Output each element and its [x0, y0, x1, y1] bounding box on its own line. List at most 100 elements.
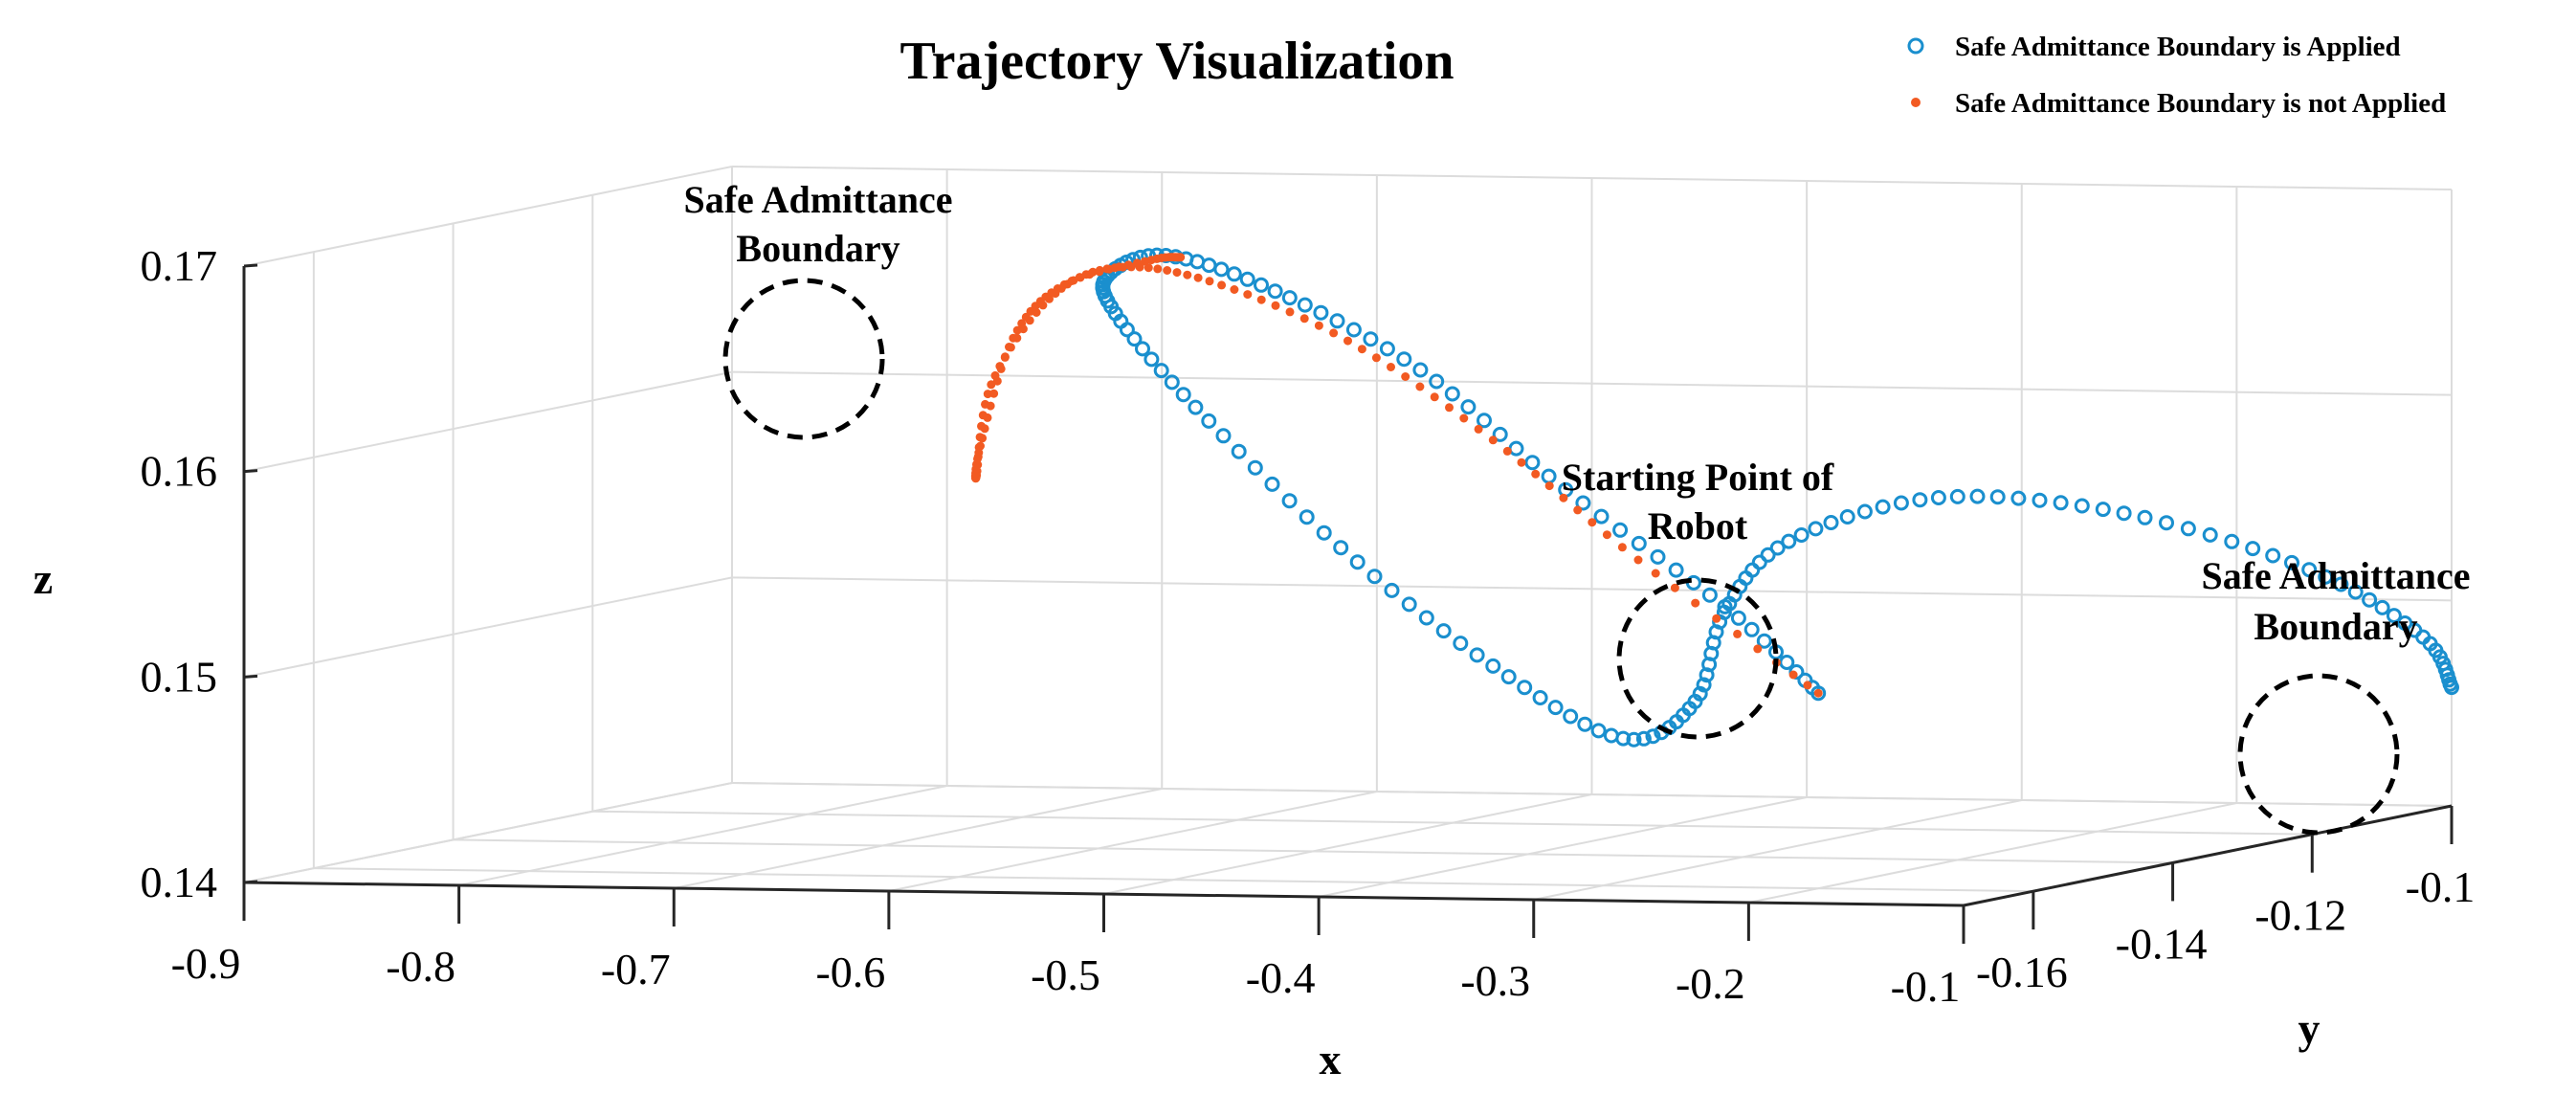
x-tick-label: -0.4: [1246, 953, 1316, 1002]
not-applied-point: [1573, 505, 1583, 515]
axes: [242, 263, 2454, 944]
not-applied-point: [1329, 328, 1339, 338]
grid-line-floor-y: [453, 838, 2173, 864]
not-applied-point: [1183, 270, 1192, 279]
not-applied-point: [1012, 325, 1022, 335]
not-applied-point: [986, 401, 995, 411]
not-applied-point: [1217, 280, 1227, 290]
applied-point: [1477, 413, 1492, 429]
legend: Safe Admittance Boundary is Applied Safe…: [1907, 32, 2446, 119]
applied-point: [1532, 690, 1548, 705]
applied-point: [1401, 596, 1417, 613]
not-applied-point: [976, 441, 985, 451]
not-applied-point: [1488, 435, 1498, 445]
applied-point: [1563, 708, 1579, 725]
z-tick-label: 0.16: [141, 447, 218, 496]
applied-point: [1313, 304, 1329, 321]
applied-point: [2444, 680, 2459, 696]
applied-point: [1254, 277, 1269, 293]
applied-point: [1793, 527, 1810, 543]
not-applied-point: [1059, 279, 1069, 289]
annotation-circle: [1616, 577, 1779, 740]
applied-point: [1215, 428, 1232, 444]
not-applied-point: [1256, 295, 1266, 304]
not-applied-point: [1753, 644, 1763, 654]
applied-point: [1875, 499, 1891, 515]
not-applied-point: [1285, 307, 1295, 317]
not-applied-point: [1000, 352, 1010, 362]
data-series: [970, 247, 2459, 748]
applied-point: [1760, 547, 1776, 563]
applied-point: [1379, 341, 1395, 357]
not-applied-point: [1104, 264, 1114, 274]
x-tick-label: -0.7: [601, 945, 671, 994]
not-applied-point: [1176, 253, 1186, 262]
legend-marker-applied: [1907, 37, 1924, 55]
annotations: Safe Admittance Boundary Starting Point of…: [683, 178, 2471, 836]
applied-point: [1153, 363, 1169, 379]
grid-line-floor-y: [313, 867, 2033, 893]
x-axis-label: x: [1320, 1035, 1342, 1083]
grid-line-floor-y: [592, 810, 2313, 836]
applied-point: [1508, 440, 1524, 457]
applied-point: [1631, 535, 1647, 551]
applied-point: [1135, 341, 1150, 357]
applied-point: [2053, 495, 2069, 511]
applied-point: [2116, 505, 2132, 522]
grid-line-back-z: [731, 370, 2453, 396]
annotation-label: Robot: [1648, 504, 1748, 547]
applied-point: [1612, 522, 1629, 538]
applied-point: [1969, 488, 1986, 504]
applied-point: [1823, 515, 1839, 530]
applied-point: [1119, 322, 1135, 338]
not-applied-point: [980, 424, 989, 434]
applied-point: [1756, 633, 1772, 649]
chart-title: Trajectory Visualization: [899, 32, 1454, 91]
applied-point: [2032, 492, 2048, 508]
not-applied-point: [992, 376, 1002, 386]
legend-label-applied: Safe Admittance Boundary is Applied: [1955, 32, 2401, 62]
not-applied-point: [1401, 372, 1410, 381]
grid-line-floor-x: [1533, 799, 2022, 901]
not-applied-point: [1544, 481, 1554, 491]
not-applied-point: [1712, 614, 1721, 623]
not-applied-point: [1153, 264, 1163, 274]
applied-point: [1281, 290, 1298, 306]
not-applied-point: [1067, 277, 1077, 285]
not-applied-point: [1205, 277, 1214, 286]
applied-point: [2386, 608, 2402, 624]
not-applied-point: [1651, 569, 1660, 578]
applied-point: [1396, 351, 1412, 368]
x-tick-label: -0.1: [1891, 962, 1961, 1011]
not-applied-point: [1617, 543, 1627, 552]
z-tick-label: 0.15: [141, 652, 218, 701]
annotation-label: Boundary: [2254, 605, 2417, 648]
not-applied-point: [1271, 301, 1280, 310]
applied-point: [1989, 489, 2006, 505]
not-applied-point: [1803, 681, 1812, 690]
grid-line-floor-x: [888, 791, 1378, 892]
applied-point: [2180, 521, 2196, 537]
z-tick-mark: [243, 469, 258, 474]
not-applied-point: [1531, 469, 1541, 479]
applied-point: [1247, 459, 1263, 476]
annotation-label: Boundary: [736, 227, 899, 270]
grid-line-side-z: [243, 166, 733, 267]
z-axis-label: z: [33, 554, 53, 603]
grid-line-floor-x: [1318, 796, 1808, 898]
applied-point: [1856, 503, 1873, 520]
applied-point: [1469, 647, 1485, 663]
grid-line-floor-x: [243, 782, 733, 883]
applied-point: [1418, 610, 1434, 626]
applied-point: [2137, 509, 2153, 525]
applied-point: [1517, 680, 1533, 696]
applied-point: [1126, 331, 1143, 347]
grid-lines: [243, 166, 2453, 906]
applied-point: [2159, 515, 2174, 531]
legend-marker-not-applied: [1911, 98, 1921, 107]
not-applied-point: [1299, 314, 1309, 324]
z-tick-mark: [243, 674, 258, 679]
y-tick-label: -0.1: [2406, 862, 2476, 911]
grid-line-back-z: [731, 166, 2453, 190]
applied-point: [1779, 655, 1795, 670]
